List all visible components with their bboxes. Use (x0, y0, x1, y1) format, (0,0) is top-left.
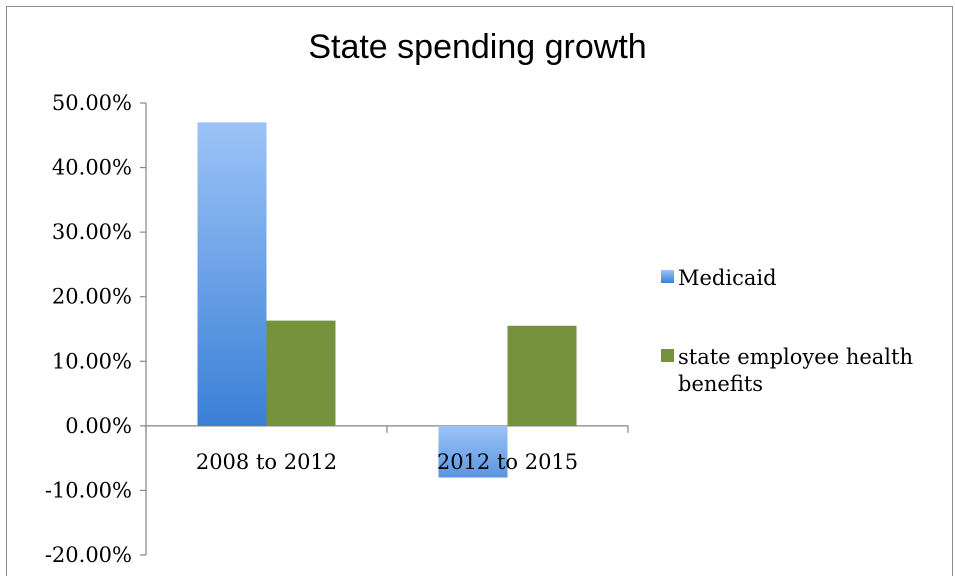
legend-swatch-medicaid (661, 270, 674, 283)
bar-state-employee-1 (266, 320, 336, 426)
x-category-label: 2012 to 2015 (437, 450, 578, 474)
x-category-label: 2008 to 2012 (196, 450, 337, 474)
y-tick-label: 20.00% (52, 285, 132, 309)
legend-label-medicaid: Medicaid (678, 266, 777, 290)
chart-frame (6, 6, 953, 576)
bar-medicaid-2 (438, 425, 508, 478)
y-tick-label: 30.00% (52, 220, 132, 244)
y-tick-label: -20.00% (45, 543, 132, 567)
y-tick-label: 50.00% (52, 91, 132, 115)
legend-swatch-state-employee (661, 349, 674, 362)
legend-label-state-employee: state employee health (678, 345, 913, 369)
bar-medicaid-1 (197, 122, 267, 426)
y-tick-label: 10.00% (52, 349, 132, 373)
y-tick-label: 40.00% (52, 156, 132, 180)
legend-label-state-employee: benefits (678, 372, 763, 396)
bar-state-employee-2 (507, 325, 577, 426)
y-tick-label: -10.00% (45, 478, 132, 502)
y-tick-label: 0.00% (65, 414, 132, 438)
chart-title: State spending growth (308, 28, 647, 66)
